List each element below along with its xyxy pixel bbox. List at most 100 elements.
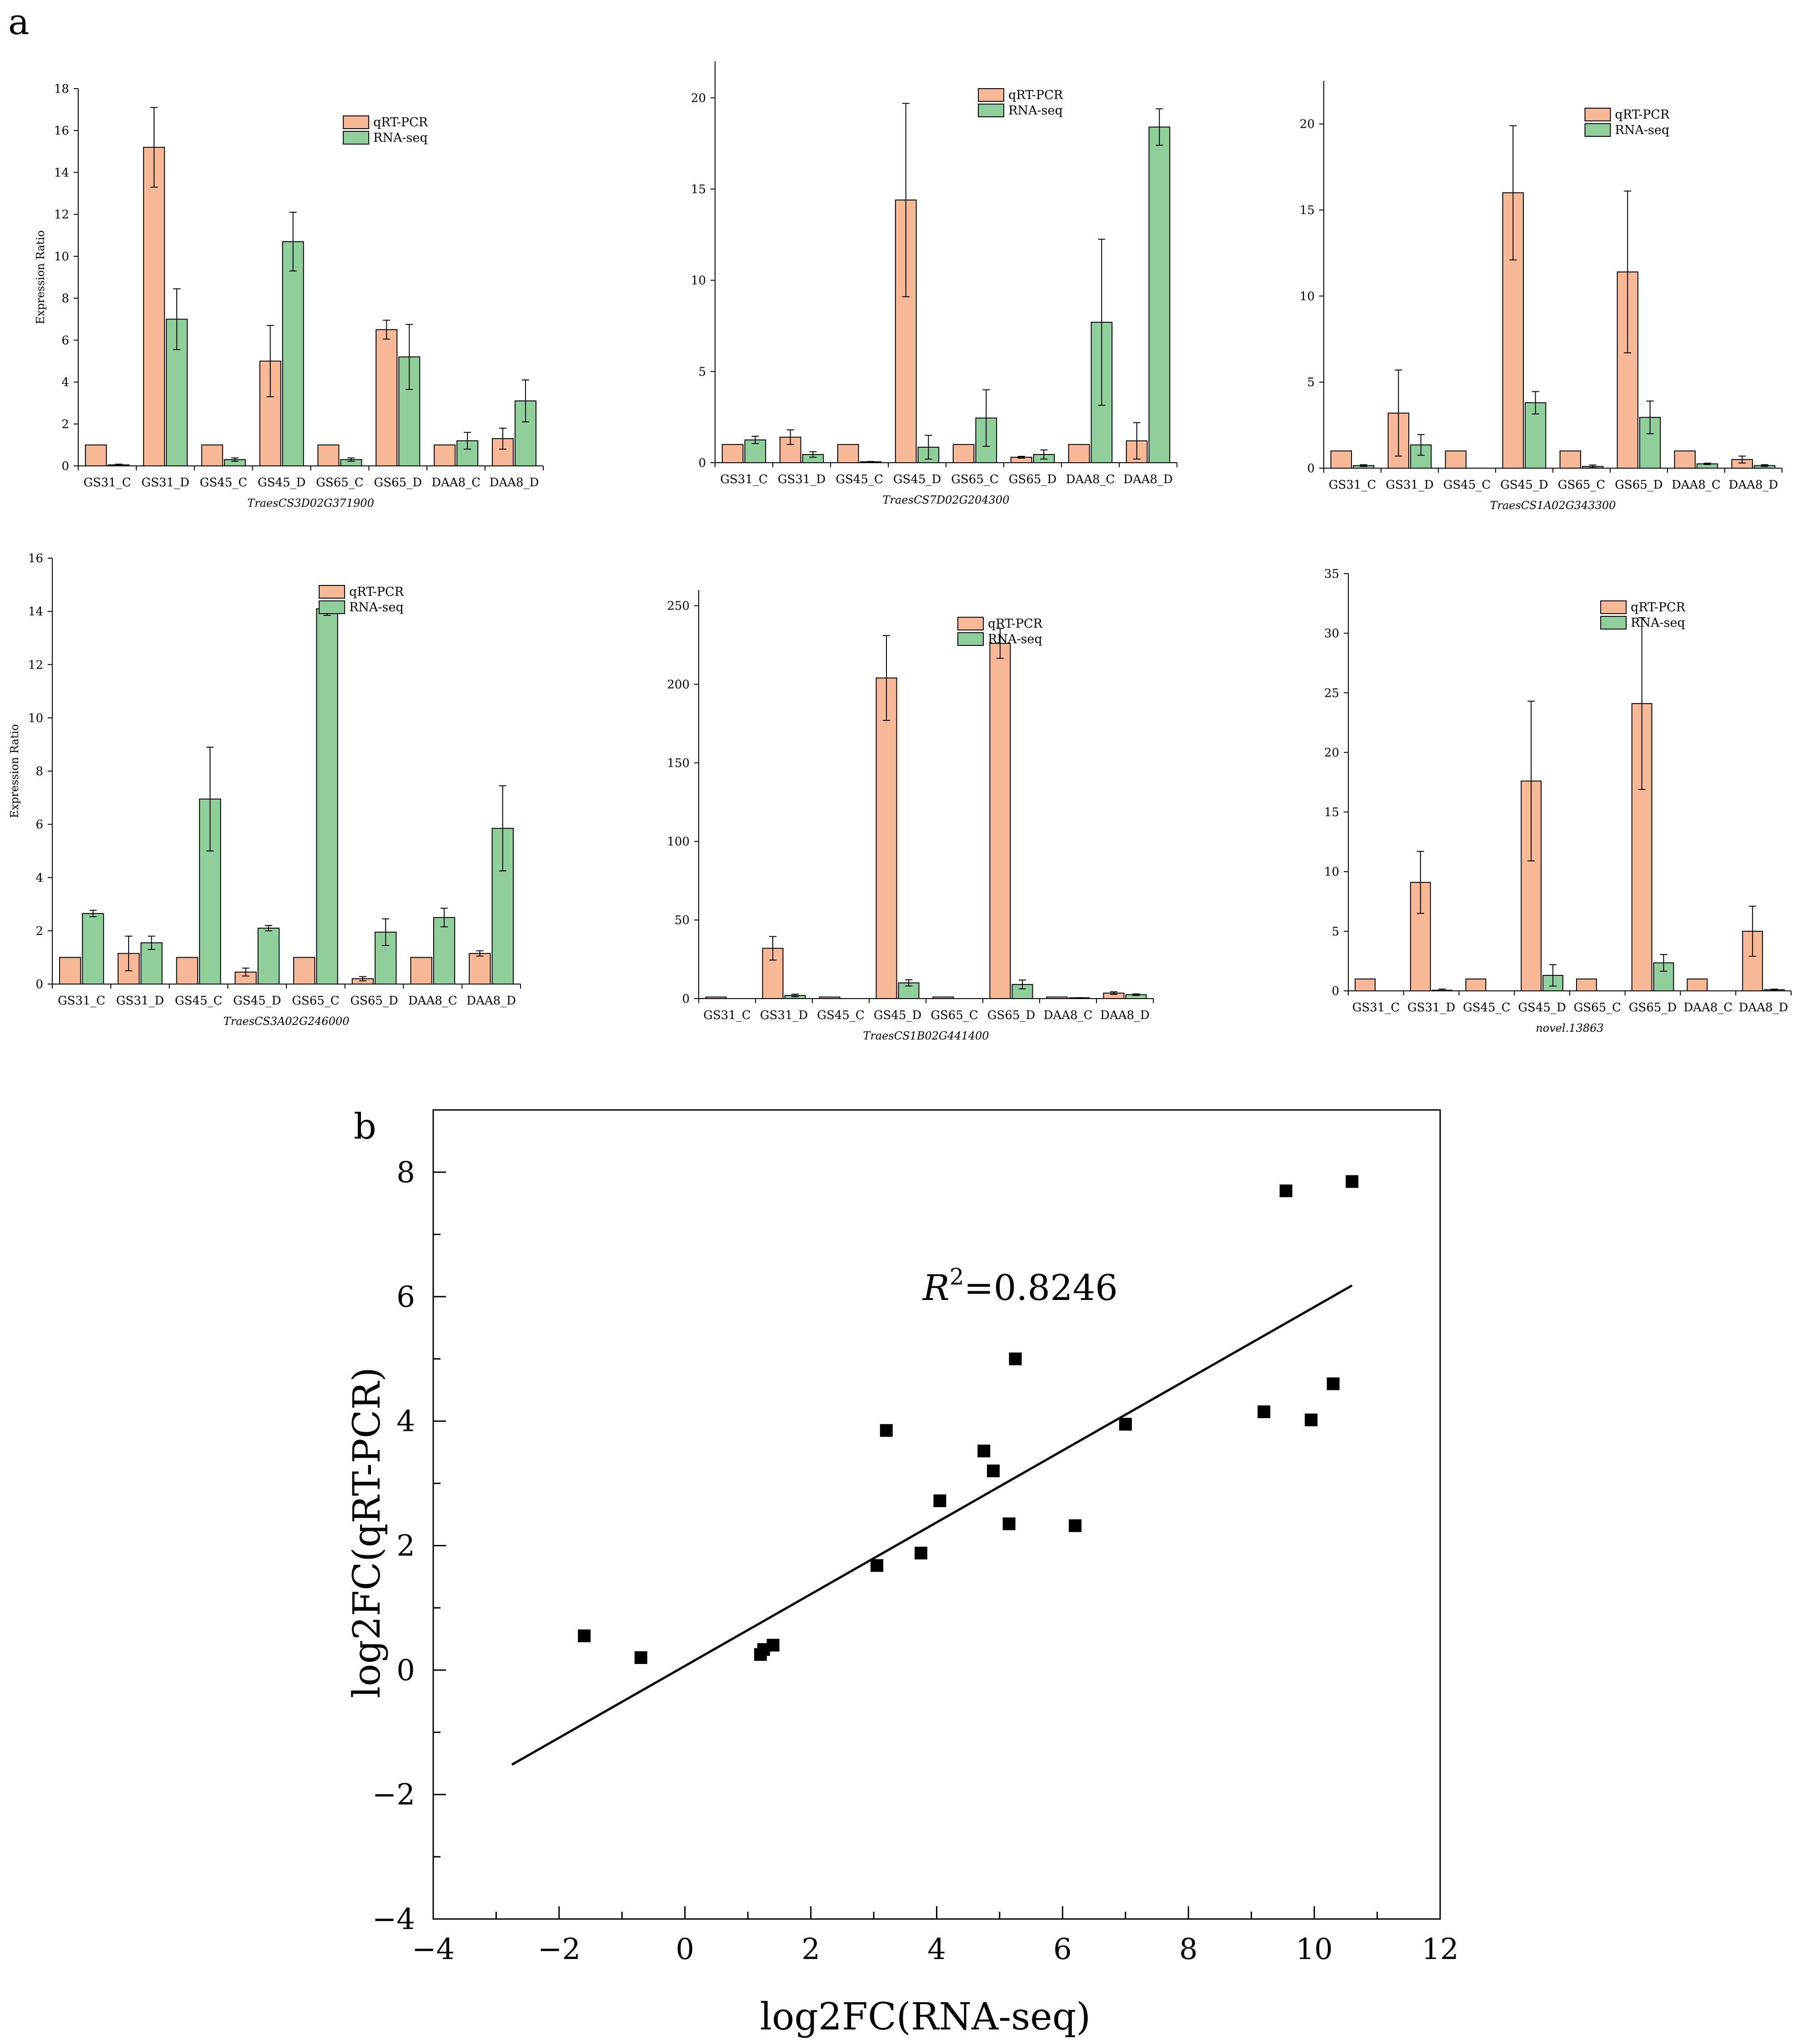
category-label: GS31_D <box>1407 1001 1456 1015</box>
r2-superscript: 2 <box>950 1264 964 1290</box>
y-tick-label: 6 <box>396 1280 415 1314</box>
legend-swatch-rna-seq <box>1584 123 1611 137</box>
category-label: GS45_C <box>175 994 223 1008</box>
panel-a-label: a <box>8 2 30 43</box>
data-point <box>870 1559 883 1572</box>
category-label: GS65_C <box>292 994 340 1008</box>
legend-swatch-rna-seq <box>978 104 1005 117</box>
y-tick-label: 16 <box>28 552 43 565</box>
y-tick-label: 10 <box>1300 290 1315 303</box>
x-tick-label: 4 <box>927 1933 946 1966</box>
qrt-pcr-bar <box>1559 450 1581 469</box>
x-tick-label: 6 <box>1053 1933 1072 1966</box>
legend-swatch-qrt-pcr <box>319 585 345 599</box>
category-label: DAA8_D <box>1123 473 1173 486</box>
data-point <box>987 1464 1000 1478</box>
category-label: GS31_D <box>778 473 826 486</box>
y-tick-label: 250 <box>667 600 690 613</box>
category-label: DAA8_C <box>408 994 457 1008</box>
regression-line <box>511 1284 1353 1766</box>
bar-chart-a1: 0 2 4 6 8 10 12 14 16 18 GS31_C GS31_D GS45_C GS45_D G… <box>34 82 544 510</box>
legend-label-qrt-pcr: qRT-PCR <box>373 115 428 130</box>
legend-label-rna-seq: RNA-seq <box>373 131 428 145</box>
y-tick-label: −4 <box>372 1903 415 1936</box>
data-point <box>933 1494 946 1507</box>
category-label: GS45_D <box>1518 1001 1566 1015</box>
bar-charts-panel-a: 0 2 4 6 8 10 12 14 16 18 GS31_C GS31_D GS45_C GS45_D G… <box>8 61 1792 1042</box>
category-label: GS31_C <box>720 473 768 486</box>
y-tick-label: 100 <box>667 835 690 849</box>
legend-label-qrt-pcr: qRT-PCR <box>1631 600 1686 615</box>
y-tick-label: 2 <box>35 925 43 938</box>
y-tick-label: 18 <box>54 82 69 96</box>
data-point <box>1326 1377 1340 1390</box>
data-point <box>1305 1413 1318 1426</box>
qrt-pcr-bar <box>1445 450 1467 469</box>
y-tick-label: 8 <box>396 1156 415 1189</box>
x-tick-label: −4 <box>412 1933 455 1966</box>
category-label: GS45_D <box>233 994 281 1008</box>
qrt-pcr-bar <box>317 444 340 467</box>
legend-label-rna-seq: RNA-seq <box>1008 104 1063 118</box>
y-tick-label: 4 <box>61 376 69 390</box>
x-tick-label: 12 <box>1422 1933 1458 1966</box>
data-point <box>1279 1184 1292 1197</box>
y-tick-label: 20 <box>1324 746 1339 760</box>
y-tick-label: 0 <box>1331 985 1339 998</box>
y-tick-label: 25 <box>1324 686 1339 700</box>
category-label: DAA8_D <box>466 994 516 1008</box>
category-label: GS31_C <box>1329 478 1377 492</box>
r2-value: =0.8246 <box>964 1268 1118 1309</box>
y-tick-label: 6 <box>35 818 43 832</box>
y-tick-label: 0 <box>682 992 690 1006</box>
rna-seq-bar <box>316 608 338 985</box>
y-tick-label: −2 <box>372 1778 415 1812</box>
legend-swatch-qrt-pcr <box>957 617 984 630</box>
qrt-pcr-bar <box>375 329 398 466</box>
y-axis-title: Expression Ratio <box>8 724 21 818</box>
category-label: GS65_C <box>931 1009 978 1022</box>
category-label: DAA8_C <box>431 476 481 490</box>
qrt-pcr-bar <box>434 444 456 467</box>
legend-swatch-rna-seq <box>319 600 345 614</box>
y-tick-label: 8 <box>35 765 43 779</box>
bar-chart-a3: 0 5 10 15 20 GS31_C GS31_D GS45_C GS45_D GS65_C GS… <box>1300 81 1782 512</box>
y-tick-label: 2 <box>61 418 69 431</box>
qrt-pcr-bar <box>1687 978 1708 992</box>
legend-swatch-qrt-pcr <box>343 115 370 129</box>
qrt-pcr-bar <box>492 438 514 466</box>
x-tick-label: 8 <box>1179 1933 1198 1966</box>
gene-label: novel.13863 <box>1536 1022 1603 1034</box>
category-label: DAA8_D <box>1729 478 1778 492</box>
y-tick-label: 12 <box>28 658 43 672</box>
category-label: GS65_C <box>951 473 999 486</box>
qrt-pcr-bar <box>143 147 165 467</box>
qrt-pcr-bar <box>819 996 841 999</box>
qrt-pcr-bar <box>1046 996 1068 999</box>
y-tick-label: 14 <box>28 605 43 619</box>
y-tick-label: 0 <box>61 460 69 473</box>
legend-label-qrt-pcr: qRT-PCR <box>1008 88 1063 102</box>
category-label: DAA8_D <box>1739 1001 1788 1015</box>
data-point <box>1346 1175 1359 1188</box>
x-tick-label: 2 <box>801 1933 820 1966</box>
category-label: GS65_D <box>1615 478 1663 492</box>
category-label: GS65_D <box>374 476 422 490</box>
category-label: DAA8_C <box>1066 473 1115 486</box>
y-tick-label: 30 <box>1324 627 1339 640</box>
category-label: GS31_C <box>1352 1001 1400 1015</box>
category-label: GS45_D <box>258 476 306 490</box>
category-label: GS45_C <box>836 473 883 486</box>
legend-label-rna-seq: RNA-seq <box>988 632 1042 646</box>
qrt-pcr-bar <box>176 957 198 985</box>
y-tick-label: 16 <box>54 124 69 138</box>
qrt-pcr-bar <box>876 677 897 999</box>
x-tick-label: 10 <box>1296 1933 1332 1966</box>
legend-swatch-rna-seq <box>343 131 370 145</box>
y-tick-label: 15 <box>1300 204 1315 217</box>
data-point <box>1119 1418 1132 1431</box>
y-tick-label: 0 <box>35 978 43 991</box>
category-label: GS31_C <box>84 476 131 490</box>
category-label: DAA8_C <box>1044 1009 1093 1022</box>
